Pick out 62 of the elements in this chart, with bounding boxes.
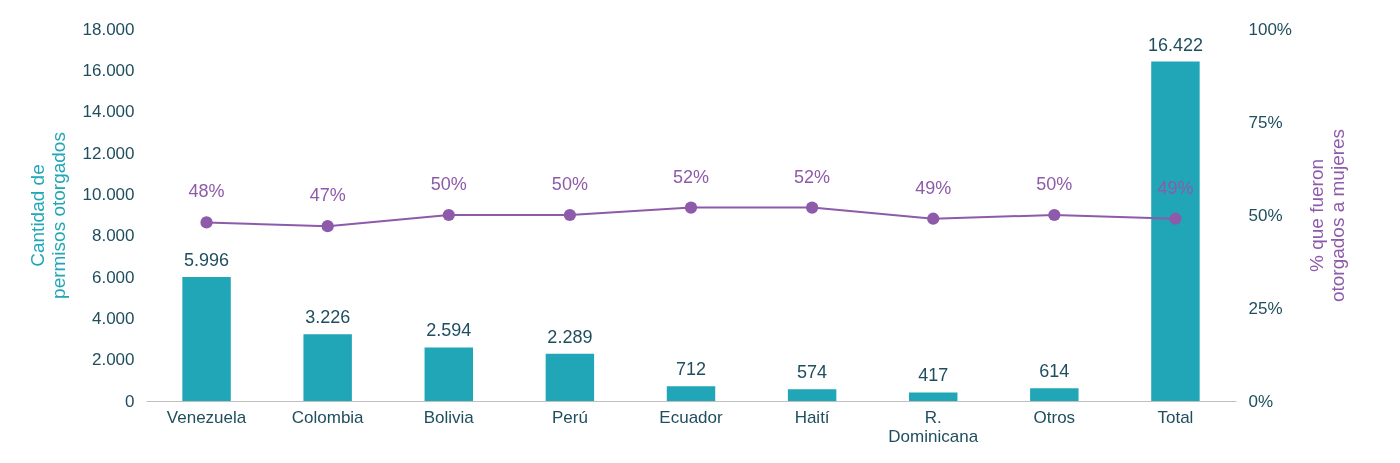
data-label: 712 bbox=[675, 359, 707, 380]
point bbox=[805, 201, 819, 214]
bar bbox=[424, 347, 473, 401]
y2-axis-title: % que fueron otorgados a mujeres bbox=[1305, 128, 1348, 303]
x-tick-label: Bolivia bbox=[423, 407, 475, 427]
bar bbox=[545, 353, 595, 401]
data-label: 614 bbox=[1039, 361, 1070, 382]
y-tick-label: 10.000 bbox=[82, 184, 135, 204]
data-label: 49% bbox=[915, 177, 952, 198]
y-tick-label: 0 bbox=[125, 391, 135, 411]
x-tick-label: Haití bbox=[794, 407, 830, 427]
point bbox=[321, 220, 334, 233]
y-tick-label: 4.000 bbox=[91, 308, 135, 328]
bar bbox=[182, 277, 231, 401]
point bbox=[442, 208, 455, 222]
point bbox=[200, 216, 213, 229]
bar bbox=[303, 334, 352, 401]
data-label: 50% bbox=[1036, 174, 1073, 194]
y-tick-label: 6.000 bbox=[91, 267, 135, 287]
bar bbox=[909, 392, 958, 401]
y-tick-label: 18.000 bbox=[82, 19, 135, 39]
point bbox=[1169, 212, 1182, 225]
data-label: 2.289 bbox=[547, 326, 593, 347]
x-tick-label: Total bbox=[1157, 407, 1194, 427]
data-label: 5.996 bbox=[184, 250, 230, 271]
y2-tick-label: 0% bbox=[1248, 391, 1274, 411]
x-tick-label: Venezuela bbox=[166, 407, 247, 427]
data-label: 574 bbox=[797, 362, 828, 383]
point bbox=[563, 208, 577, 222]
bar bbox=[666, 386, 716, 401]
data-label: 47% bbox=[309, 185, 346, 206]
y2-tick-label: 75% bbox=[1248, 112, 1283, 132]
x-tick-label: R. Dominicana bbox=[888, 407, 979, 446]
x-tick-label: Perú bbox=[551, 407, 588, 427]
y2-tick-label: 25% bbox=[1248, 298, 1283, 318]
bar bbox=[787, 389, 837, 401]
x-tick-label: Colombia bbox=[291, 407, 365, 427]
data-label: 2.594 bbox=[426, 320, 472, 341]
y-tick-label: 12.000 bbox=[82, 143, 135, 163]
data-label: 52% bbox=[672, 166, 710, 187]
y-tick-label: 8.000 bbox=[91, 226, 135, 246]
data-label: 48% bbox=[188, 181, 225, 202]
bar bbox=[1151, 61, 1200, 401]
y-axis-title: Cantidad de permisos otorgados bbox=[26, 132, 69, 299]
data-label: 16.422 bbox=[1147, 34, 1203, 55]
y-tick-label: 14.000 bbox=[82, 102, 135, 122]
y2-tick-label: 100% bbox=[1248, 19, 1292, 39]
bar bbox=[1030, 388, 1079, 401]
point bbox=[927, 212, 940, 225]
x-tick-label: Otros bbox=[1033, 407, 1076, 427]
point bbox=[1048, 208, 1061, 222]
data-label: 50% bbox=[430, 174, 467, 194]
point bbox=[684, 201, 698, 214]
x-tick-label: Ecuador bbox=[659, 407, 723, 427]
y-tick-label: 16.000 bbox=[82, 60, 135, 80]
data-label: 417 bbox=[918, 365, 949, 386]
data-label: 49% bbox=[1157, 177, 1194, 198]
data-label: 3.226 bbox=[305, 307, 351, 328]
data-label: 52% bbox=[794, 166, 831, 187]
y2-tick-label: 50% bbox=[1248, 205, 1283, 225]
data-label: 50% bbox=[551, 174, 588, 194]
y-tick-label: 2.000 bbox=[91, 350, 135, 370]
